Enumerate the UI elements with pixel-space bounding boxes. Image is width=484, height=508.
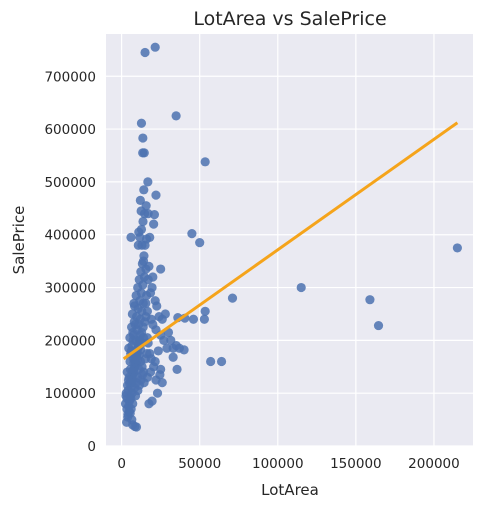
y-tick-label: 100000 bbox=[44, 386, 96, 402]
data-point bbox=[159, 335, 169, 345]
data-point bbox=[123, 375, 134, 385]
data-point bbox=[168, 352, 178, 362]
data-point bbox=[134, 319, 144, 330]
data-point bbox=[206, 356, 216, 367]
y-axis-ticks: 0 100000 200000 300000 400000 500000 600000 700… bbox=[44, 69, 96, 455]
data-point bbox=[136, 118, 147, 128]
data-point bbox=[151, 375, 161, 385]
data-point bbox=[138, 133, 148, 143]
data-point bbox=[172, 364, 182, 375]
data-points bbox=[120, 42, 462, 432]
y-tick-label: 300000 bbox=[44, 281, 96, 297]
data-point bbox=[138, 256, 149, 266]
x-tick-label: 0 bbox=[117, 456, 126, 472]
data-point bbox=[134, 227, 144, 237]
data-point bbox=[195, 238, 205, 248]
data-point bbox=[160, 309, 170, 319]
x-tick-label: 150000 bbox=[330, 456, 382, 472]
data-point bbox=[131, 335, 141, 345]
data-point bbox=[138, 216, 148, 227]
data-point bbox=[141, 298, 151, 308]
data-point bbox=[151, 190, 161, 200]
x-axis-ticks: 0 50000 100000 150000 200000 bbox=[117, 456, 459, 472]
data-point bbox=[153, 346, 163, 356]
data-point bbox=[452, 243, 462, 253]
data-point bbox=[143, 275, 153, 285]
data-point bbox=[156, 264, 166, 274]
data-point bbox=[127, 309, 137, 319]
data-point bbox=[150, 42, 160, 52]
data-point bbox=[179, 345, 189, 355]
data-point bbox=[227, 293, 238, 303]
data-point bbox=[216, 356, 227, 367]
data-point bbox=[125, 408, 135, 418]
data-point bbox=[152, 388, 163, 398]
chart-title: LotArea vs SalePrice bbox=[193, 8, 386, 30]
data-point bbox=[199, 314, 209, 324]
x-axis-label: LotArea bbox=[261, 481, 319, 499]
y-tick-label: 600000 bbox=[44, 122, 96, 138]
data-point bbox=[171, 111, 181, 121]
x-tick-label: 50000 bbox=[178, 456, 221, 472]
y-tick-label: 0 bbox=[87, 439, 96, 455]
data-point bbox=[131, 290, 141, 301]
y-axis-label: SalePrice bbox=[10, 206, 28, 275]
data-point bbox=[150, 356, 160, 367]
data-point bbox=[129, 298, 139, 308]
data-point bbox=[133, 282, 143, 293]
data-point bbox=[139, 148, 149, 158]
y-tick-label: 700000 bbox=[44, 69, 96, 85]
data-point bbox=[200, 306, 210, 316]
regression-line bbox=[122, 121, 459, 361]
data-point bbox=[142, 290, 152, 301]
data-point bbox=[143, 177, 153, 187]
data-point bbox=[137, 306, 147, 316]
data-point bbox=[162, 343, 172, 353]
data-point bbox=[143, 208, 153, 219]
data-point bbox=[122, 367, 132, 377]
data-point bbox=[152, 301, 162, 311]
data-point bbox=[365, 295, 375, 305]
data-point bbox=[140, 47, 150, 58]
data-point bbox=[188, 314, 199, 324]
data-point bbox=[145, 367, 156, 377]
y-tick-label: 400000 bbox=[44, 228, 96, 244]
data-point bbox=[131, 422, 142, 432]
data-point bbox=[200, 157, 210, 167]
data-point bbox=[139, 185, 149, 195]
y-tick-label: 500000 bbox=[44, 175, 96, 191]
data-point bbox=[137, 240, 147, 250]
data-point bbox=[149, 219, 159, 229]
data-point bbox=[187, 229, 197, 239]
data-point bbox=[134, 275, 144, 285]
data-point bbox=[146, 314, 156, 324]
y-tick-label: 200000 bbox=[44, 333, 96, 349]
data-point bbox=[373, 320, 384, 331]
x-tick-label: 100000 bbox=[252, 456, 304, 472]
data-point bbox=[135, 195, 145, 205]
data-point bbox=[136, 267, 146, 277]
x-tick-label: 200000 bbox=[408, 456, 460, 472]
data-point bbox=[296, 282, 306, 293]
data-point bbox=[136, 206, 146, 216]
data-point bbox=[126, 232, 136, 242]
data-point bbox=[144, 399, 154, 409]
data-point bbox=[145, 348, 155, 359]
